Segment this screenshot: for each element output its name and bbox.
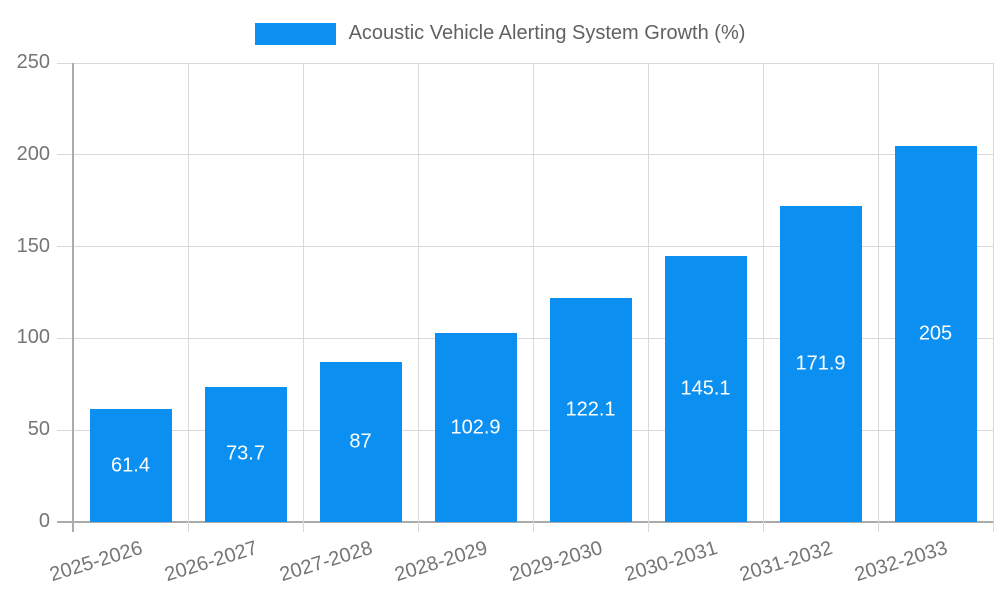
gridline-x-8 [992, 63, 994, 532]
bar-value-label-2028-2029: 102.9 [450, 416, 501, 439]
gridline-x-1 [187, 63, 189, 532]
legend-label: Acoustic Vehicle Alerting System Growth … [348, 22, 746, 44]
bar-value-label-2027-2028: 87 [349, 430, 372, 453]
gridline-y-250 [57, 62, 993, 64]
x-axis-tick-label-2029-2030: 2029-2030 [507, 537, 605, 587]
y-axis-line [72, 63, 74, 532]
legend[interactable]: Acoustic Vehicle Alerting System Growth … [0, 22, 1000, 45]
legend-swatch [254, 22, 336, 45]
x-axis-tick-label-2031-2032: 2031-2032 [737, 537, 835, 587]
x-axis-tick-label-2025-2026: 2025-2026 [47, 537, 145, 587]
bar-2027-2028[interactable] [319, 362, 402, 522]
y-axis-tick-label-150: 150 [16, 234, 50, 257]
bar-value-label-2025-2026: 61.4 [111, 454, 150, 477]
bar-value-label-2029-2030: 122.1 [565, 398, 616, 421]
bar-2029-2030[interactable] [549, 297, 632, 522]
x-axis-tick-label-2028-2029: 2028-2029 [392, 537, 490, 587]
bar-2025-2026[interactable] [89, 409, 172, 522]
y-axis-tick-label-200: 200 [16, 142, 50, 165]
x-axis-tick-label-2026-2027: 2026-2027 [162, 537, 260, 587]
bar-2026-2027[interactable] [204, 386, 287, 522]
gridline-x-4 [532, 63, 534, 532]
bar-value-label-2031-2032: 171.9 [795, 352, 846, 375]
bar-value-label-2026-2027: 73.7 [226, 442, 265, 465]
y-axis-tick-label-250: 250 [16, 51, 50, 74]
gridline-x-2 [302, 63, 304, 532]
gridline-y-100 [57, 337, 993, 339]
bar-value-label-2030-2031: 145.1 [680, 377, 731, 400]
gridline-x-5 [647, 63, 649, 532]
bar-value-label-2032-2033: 205 [918, 322, 953, 345]
gridline-x-3 [417, 63, 419, 532]
gridline-y-150 [57, 246, 993, 248]
bar-2031-2032[interactable] [779, 206, 862, 522]
x-axis-tick-label-2030-2031: 2030-2031 [622, 537, 720, 587]
bar-2028-2029[interactable] [434, 333, 517, 522]
y-axis-tick-label-50: 50 [27, 418, 50, 441]
x-axis-tick-label-2032-2033: 2032-2033 [852, 537, 950, 587]
x-axis-line [57, 521, 993, 523]
gridline-y-200 [57, 154, 993, 156]
gridline-y-50 [57, 429, 993, 431]
y-axis-tick-label-100: 100 [16, 326, 50, 349]
x-axis-tick-label-2027-2028: 2027-2028 [277, 537, 375, 587]
bar-2032-2033[interactable] [894, 145, 977, 522]
gridline-x-7 [877, 63, 879, 532]
y-axis-tick-label-0: 0 [38, 510, 50, 533]
gridline-x-6 [762, 63, 764, 532]
bar-2030-2031[interactable] [664, 255, 747, 522]
